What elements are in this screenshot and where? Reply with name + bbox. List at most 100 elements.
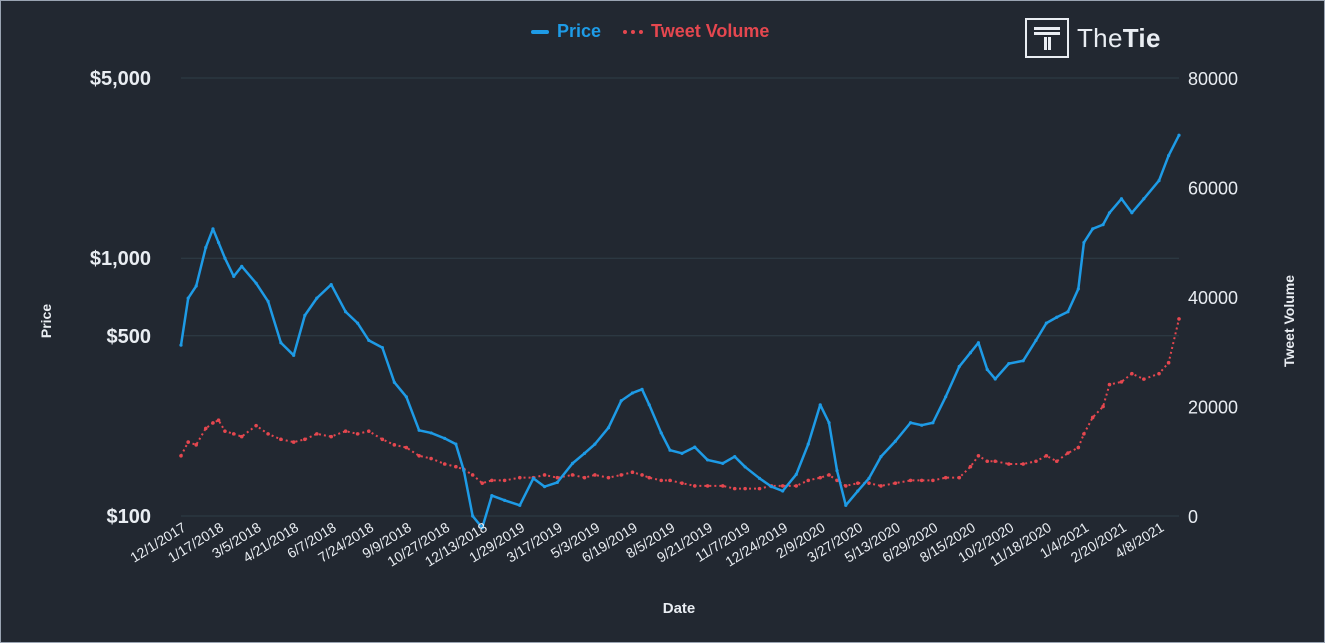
price-point bbox=[1091, 227, 1095, 231]
price-point bbox=[879, 454, 883, 459]
y-left-tick-label: $100 bbox=[107, 506, 152, 528]
price-point bbox=[867, 476, 871, 480]
logo-wordmark: TheTie bbox=[1077, 22, 1161, 53]
price-point bbox=[204, 245, 208, 250]
tweet-volume-point bbox=[417, 453, 421, 458]
price-point bbox=[462, 469, 466, 473]
tweet-volume-point bbox=[1007, 462, 1011, 466]
tweet-volume-point bbox=[1107, 382, 1112, 387]
tweet-volume-point bbox=[1021, 462, 1025, 466]
tweet-volume-point bbox=[1166, 360, 1171, 365]
tweet-volume-point bbox=[827, 473, 831, 477]
tweet-volume-point bbox=[957, 475, 962, 480]
tweet-volume-point bbox=[194, 443, 198, 447]
tweet-volume-point bbox=[404, 445, 409, 450]
tweet-volume-point bbox=[239, 434, 244, 439]
tweet-volume-point bbox=[392, 443, 397, 447]
tweet-volume-point bbox=[266, 432, 270, 436]
price-point bbox=[223, 256, 227, 260]
tweet-volume-line bbox=[180, 318, 1180, 490]
legend-label-price: Price bbox=[557, 21, 602, 41]
price-point bbox=[1177, 133, 1181, 137]
legend-item-price[interactable]: Price bbox=[531, 21, 601, 42]
price-point bbox=[582, 451, 587, 455]
tweet-volume-point bbox=[254, 423, 258, 428]
y-left-tick-label: $500 bbox=[107, 326, 152, 348]
tweet-volume-point bbox=[606, 475, 611, 480]
tweet-volume-point bbox=[919, 478, 924, 483]
price-point bbox=[490, 493, 494, 498]
tweet-volume-point bbox=[279, 437, 283, 442]
price-point bbox=[254, 281, 258, 285]
price-point bbox=[721, 461, 725, 465]
tweet-volume-point bbox=[743, 486, 747, 491]
price-point bbox=[355, 321, 360, 325]
tweet-volume-point bbox=[329, 434, 334, 439]
tweet-volume-point bbox=[593, 473, 597, 477]
y-axis-label-right: Tweet Volume bbox=[1281, 275, 1297, 367]
price-point bbox=[454, 442, 458, 446]
price-point bbox=[1066, 310, 1070, 314]
price-point bbox=[680, 451, 684, 455]
tweet-volume-point bbox=[993, 459, 998, 464]
tweet-volume-point bbox=[470, 473, 475, 477]
tweet-volume-point bbox=[1101, 404, 1105, 409]
price-point bbox=[818, 403, 822, 407]
price-point bbox=[1142, 197, 1146, 201]
price-point bbox=[380, 345, 384, 350]
price-point bbox=[443, 436, 447, 440]
price-point bbox=[542, 485, 547, 489]
tweet-volume-point bbox=[216, 418, 221, 422]
y-left-tick-label: $1,000 bbox=[90, 248, 151, 270]
y-right-tick-label: 0 bbox=[1188, 507, 1198, 527]
tweet-volume-point bbox=[732, 486, 737, 491]
x-axis-ticks: 12/1/20171/17/20183/5/20184/21/20186/7/2… bbox=[127, 519, 1167, 570]
tweet-volume-point bbox=[542, 473, 547, 477]
price-point bbox=[315, 296, 319, 300]
tweet-volume-point bbox=[692, 484, 697, 488]
tweet-volume-point bbox=[343, 429, 348, 433]
price-point bbox=[976, 341, 981, 345]
price-point bbox=[647, 403, 651, 407]
price-point bbox=[606, 426, 611, 430]
tweet-volume-point bbox=[619, 473, 624, 477]
tweet-volume-point bbox=[582, 475, 587, 480]
tweet-volume-point bbox=[1044, 453, 1049, 458]
tweet-volume-point bbox=[1142, 377, 1146, 381]
tweet-volume-point bbox=[1076, 445, 1081, 450]
tweet-volume-point bbox=[1082, 432, 1086, 436]
tweet-volume-point bbox=[968, 464, 973, 469]
legend-item-tweet-volume[interactable]: Tweet Volume bbox=[623, 21, 769, 42]
price-point bbox=[1167, 154, 1171, 158]
price-point bbox=[693, 445, 697, 449]
price-point bbox=[240, 264, 244, 268]
price-point bbox=[1044, 321, 1048, 325]
tweet-volume-point bbox=[366, 429, 371, 433]
price-point bbox=[893, 439, 897, 443]
tweet-volume-point bbox=[943, 475, 948, 480]
tweet-volume-point bbox=[429, 456, 433, 461]
price-point bbox=[303, 313, 307, 317]
price-point bbox=[968, 351, 973, 355]
price-point bbox=[211, 227, 215, 231]
price-point bbox=[555, 480, 559, 484]
tweet-volume-point bbox=[985, 459, 990, 464]
price-point bbox=[757, 476, 762, 480]
tweet-volume-point bbox=[1130, 371, 1134, 376]
tweet-volume-point bbox=[490, 478, 494, 483]
price-point bbox=[781, 489, 785, 493]
price-point bbox=[640, 387, 644, 391]
price-point bbox=[266, 299, 270, 303]
price-point bbox=[292, 353, 296, 357]
y-left-tick-label: $5,000 bbox=[90, 68, 151, 90]
tweet-volume-point bbox=[1054, 459, 1059, 464]
tweet-volume-point bbox=[879, 484, 883, 488]
price-point bbox=[920, 423, 924, 427]
price-point bbox=[931, 421, 935, 425]
price-point bbox=[619, 399, 623, 403]
price-series bbox=[179, 133, 1181, 530]
tweet-volume-point bbox=[186, 440, 190, 444]
tweet-volume-point bbox=[1157, 371, 1161, 376]
price-point bbox=[908, 421, 913, 425]
tweet-volume-point bbox=[203, 426, 208, 431]
